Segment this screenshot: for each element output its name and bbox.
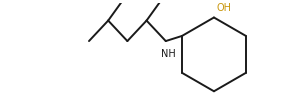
Text: NH: NH (161, 49, 176, 59)
Text: OH: OH (217, 3, 232, 13)
